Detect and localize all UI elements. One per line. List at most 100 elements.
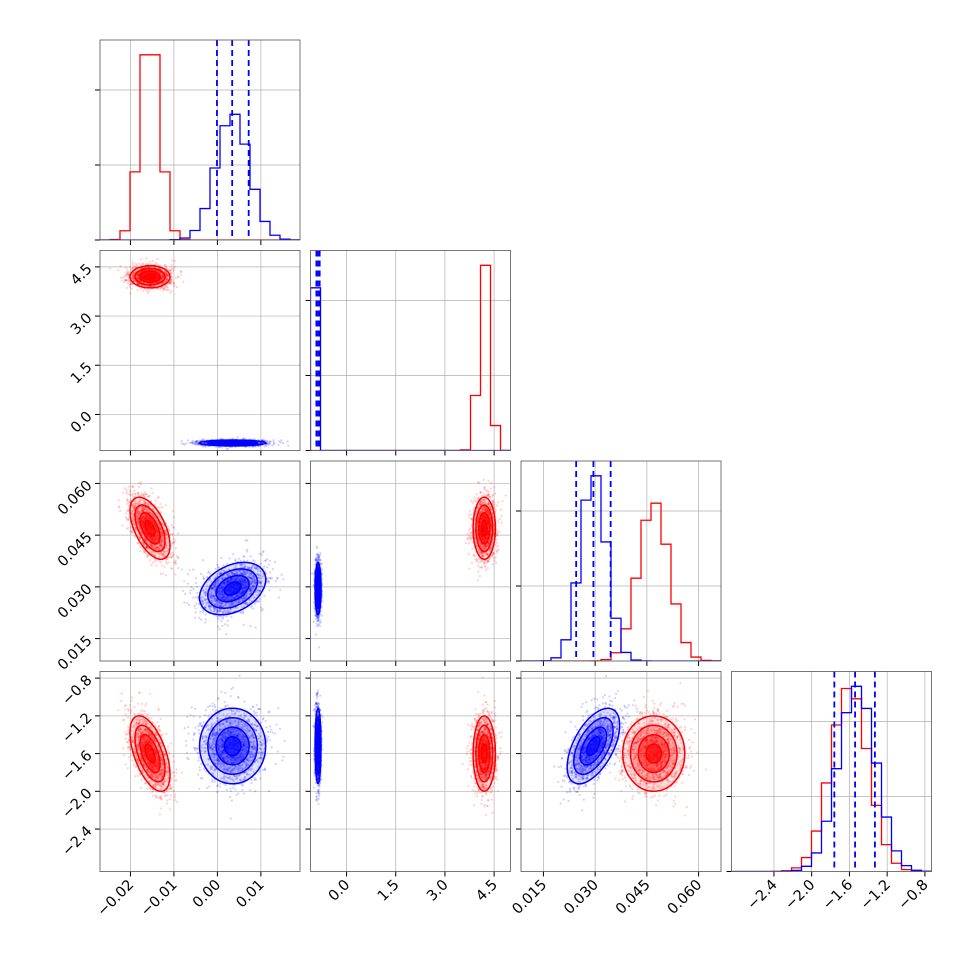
scatter-point [141,523,144,527]
scatter-point [127,273,130,276]
scatter-point [151,259,154,263]
scatter-point [136,274,139,277]
scatter-point [148,285,151,288]
scatter-point [142,275,145,278]
scatter-point [135,276,139,279]
scatter-point [149,543,152,546]
scatter-point [131,504,134,507]
scatter-point [137,507,140,510]
scatter-point [144,515,148,518]
scatter-point [201,438,204,441]
scatter-point [143,550,146,553]
scatter-point [146,291,149,295]
scatter-point [144,514,147,517]
scatter-point [150,563,153,566]
scatter-point [136,282,140,285]
scatter-point [131,509,134,513]
scatter-point [166,278,169,281]
scatter-point [159,529,163,532]
scatter-point [153,539,156,542]
scatter-point [141,277,145,280]
scatter-point [162,572,165,575]
scatter-point [153,540,156,543]
scatter-point [134,493,137,496]
scatter-point [153,515,157,519]
scatter-point [151,519,154,522]
scatter-point [140,510,144,513]
scatter-point [163,529,166,532]
scatter-point [126,519,130,522]
panel-frame-1-1 [310,250,511,451]
scatter-point [128,493,132,496]
contour-0-1 [139,270,161,284]
scatter-point [122,280,125,284]
scatter-point [142,277,145,280]
scatter-point [161,532,164,535]
scatter-point [162,275,165,278]
scatter-point [160,278,163,282]
scatter-point [159,271,162,274]
scatter-point [142,493,145,496]
scatter-point [138,272,141,275]
scatter-point [137,520,140,523]
scatter-point [127,509,130,512]
scatter-point [131,261,134,264]
scatter-point [151,539,154,542]
scatter-point [140,510,143,513]
contour-0-2 [134,267,166,286]
scatter-point [148,279,151,282]
scatter-point [143,516,146,519]
panel-1-0: 0.01.53.04.5 [68,250,301,456]
scatter-point [132,503,135,506]
scatter-point [246,548,249,551]
scatter-point [172,281,175,284]
scatter-point [141,522,144,525]
scatter-point [170,523,173,527]
scatter-point [141,263,144,266]
scatter-point [280,573,283,576]
scatter-point [162,537,165,541]
scatter-point [151,540,154,543]
scatter-point [149,517,153,520]
scatter-point [170,264,173,267]
scatter-point [174,563,178,566]
scatter-point [191,441,194,444]
scatter-point [141,275,144,279]
scatter-point [220,446,224,449]
scatter-point [129,490,132,493]
scatter-point [160,555,164,558]
scatter-point [242,437,245,440]
scatter-point [154,527,158,530]
scatter-point [154,273,158,276]
scatter-point [140,267,143,270]
scatter-point [145,514,149,517]
scatter-point [125,527,128,530]
scatter-point [165,265,168,268]
scatter-point [141,521,145,525]
scatter-point [160,536,163,539]
scatter-point [124,273,127,276]
scatter-point [140,276,144,279]
scatter-point [137,502,140,505]
scatter-point [249,441,252,445]
scatter-point [132,507,135,510]
scatter-point [164,533,167,536]
scatter-point [144,531,147,535]
scatter-point [169,282,172,285]
scatter-point [154,516,157,520]
scatter-point [149,282,152,285]
scatter-point [162,553,165,556]
scatter-point [145,279,149,282]
scatter-point [157,270,160,273]
scatter-point [151,537,154,540]
scatter-point [156,537,159,540]
y-tick-label-1-0: 0.0 [68,409,96,437]
scatter-point [142,524,145,527]
scatter-point [144,516,147,520]
scatter-point [183,601,186,604]
scatter-point [148,494,151,497]
scatter-point [127,272,130,276]
scatter-point [159,502,162,506]
scatter-point [125,286,129,290]
scatter-point [138,511,141,514]
